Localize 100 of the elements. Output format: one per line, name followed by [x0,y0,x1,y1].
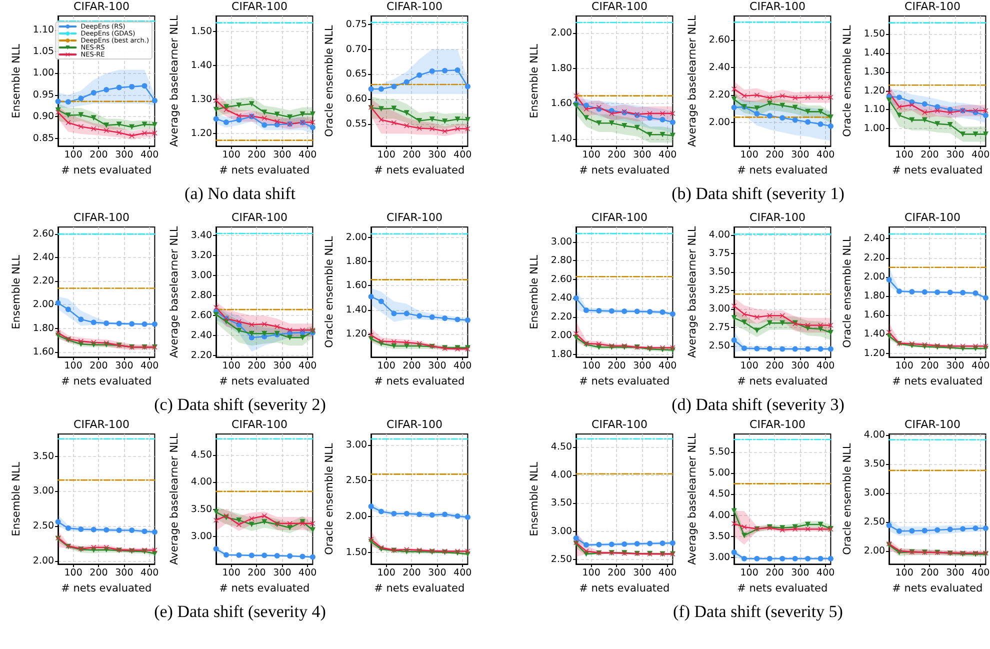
y-tick-label: 1.20 [864,348,886,359]
y-tick-label: 1.00 [32,68,54,79]
x-tick-label: 400 [816,150,835,161]
x-tick-label: 300 [633,568,652,579]
x-tick-label: 300 [273,150,292,161]
y-tick-label: 2.80 [190,290,212,302]
y-tick-label: 2.00 [32,299,54,310]
y-tick-label: 4.00 [190,476,212,488]
x-tick-label: 300 [946,360,964,372]
chart-title: CIFAR-100 [386,0,442,13]
chart-title: CIFAR-100 [232,211,288,224]
y-tick-label: 2.50 [550,554,572,566]
x-axis-title: # nets evaluated [374,376,465,388]
y-tick-label: 1.10 [864,104,886,116]
x-tick-label: 300 [115,568,134,579]
y-tick-label: 3.00 [190,270,212,282]
x-tick-label: 200 [608,150,626,161]
x-axis-title: # nets evaluated [579,164,670,176]
x-tick-label: 200 [920,150,939,161]
x-tick-label: 400 [140,568,159,579]
chart-title: CIFAR-100 [232,0,288,13]
y-tick-label: 4.00 [550,470,572,480]
y-tick-label: 3.50 [864,458,886,470]
y-axis-title: Ensemble NLL [10,254,22,330]
x-axis-title: # nets evaluated [61,376,152,388]
y-tick-label: 1.60 [864,310,886,321]
x-tick-label: 100 [377,150,396,161]
x-axis-title: # nets evaluated [892,164,983,176]
x-tick-label: 200 [766,360,784,372]
x-tick-label: 400 [140,150,159,161]
chart-title: CIFAR-100 [750,0,806,13]
x-axis-title: # nets evaluated [579,376,670,388]
x-tick-label: 100 [582,568,600,579]
y-tick-label: 2.40 [550,292,572,304]
y-tick-label: 2.40 [864,233,886,244]
y-tick-label: 2.00 [550,28,572,39]
y-tick-label: 2.00 [346,510,368,522]
y-tick-label: 0.95 [32,89,54,100]
y-tick-label: 1.80 [346,256,368,268]
y-tick-label: 2.60 [550,274,572,285]
y-tick-label: 2.00 [32,555,54,566]
x-axis-title: # nets evaluated [737,376,828,388]
y-axis-title: Ensemble NLL [528,44,540,118]
y-tick-label: 2.00 [550,330,572,342]
x-tick-label: 200 [248,150,266,161]
x-axis-title: # nets evaluated [219,164,310,176]
x-tick-label: 200 [766,150,784,161]
x-tick-label: 100 [222,150,240,161]
text: (b) Data shift (severity 1) [672,184,844,204]
x-tick-label: 200 [402,360,421,372]
chart-title: CIFAR-100 [750,211,806,224]
y-tick-label: 3.00 [550,526,572,537]
y-tick-label: 4.00 [708,229,730,240]
y-tick-label: 1.60 [346,280,368,292]
x-tick-label: 400 [972,360,990,372]
x-tick-label: 300 [428,150,446,161]
x-tick-label: 100 [64,150,82,161]
x-axis-title: # nets evaluated [374,582,465,594]
y-tick-label: 2.20 [190,350,212,362]
x-tick-label: 100 [740,360,758,372]
x-tick-label: 200 [248,360,266,372]
y-tick-label: 4.50 [190,450,212,461]
y-tick-label: 1.50 [864,28,886,40]
y-tick-label: 1.30 [864,66,886,78]
x-tick-label: 300 [428,360,446,372]
chart-title: CIFAR-100 [904,0,960,13]
y-tick-label: 3.25 [708,284,730,296]
y-tick-label: 2.00 [864,271,886,282]
y-tick-label: 2.50 [708,340,730,352]
y-tick-label: 1.10 [32,24,54,36]
x-axis-title: # nets evaluated [737,164,828,176]
x-tick-label: 400 [140,360,159,372]
y-tick-label: 1.50 [190,26,212,37]
y-tick-label: 1.50 [346,546,368,558]
y-tick-label: 3.00 [550,236,572,248]
chart-title: CIFAR-100 [232,418,288,431]
x-tick-label: 400 [298,568,317,579]
chart-title: CIFAR-100 [904,211,960,224]
chart-title: CIFAR-100 [592,418,648,431]
y-axis-title: Average baselearner NLL [168,15,180,147]
x-tick-label: 100 [64,568,82,579]
y-axis-title: Average baselearner NLL [686,15,698,147]
y-tick-label: 2.50 [32,520,54,532]
x-axis-title: # nets evaluated [892,582,983,594]
y-axis-title: Average baselearner NLL [686,226,698,358]
x-axis-title: # nets evaluated [892,376,983,388]
x-tick-label: 400 [816,360,835,372]
text: (c) Data shift (severity 2) [154,395,326,415]
y-tick-label: 2.60 [32,228,54,240]
x-axis-title: # nets evaluated [219,376,310,388]
y-axis-title: Ensemble NLL [10,462,22,536]
y-tick-label: 2.60 [708,34,730,46]
y-tick-label: 3.20 [190,250,212,262]
x-tick-label: 400 [658,150,677,161]
y-tick-label: 0.75 [346,18,368,30]
y-tick-label: 1.80 [550,62,572,74]
x-tick-label: 100 [222,568,240,579]
y-tick-label: 0.70 [346,44,368,55]
x-tick-label: 100 [222,360,240,372]
y-tick-label: 1.00 [864,123,886,134]
